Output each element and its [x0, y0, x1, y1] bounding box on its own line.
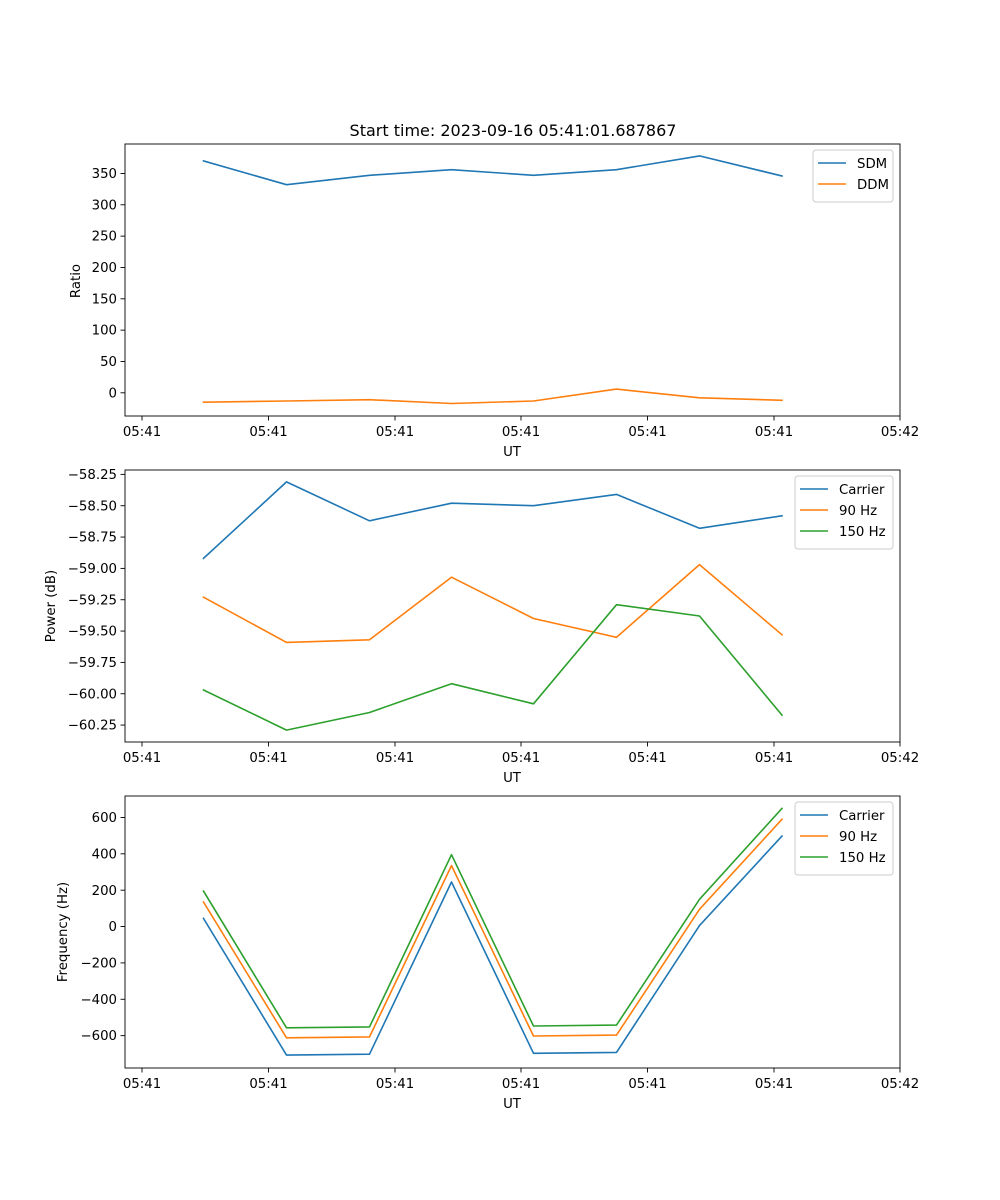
x-tick-label: 05:41 [249, 425, 287, 440]
y-axis-label: Frequency (Hz) [56, 882, 71, 982]
x-tick-label: 05:41 [628, 1077, 666, 1092]
legend-label: 90 Hz [839, 504, 877, 519]
x-axis-label: UT [503, 445, 522, 460]
y-tick-label: −58.50 [68, 499, 117, 514]
y-tick-label: 200 [92, 261, 117, 276]
y-tick-label: −59.25 [68, 593, 117, 608]
legend-label: 150 Hz [839, 525, 886, 540]
y-tick-label: −60.00 [68, 687, 117, 702]
chart-title: Start time: 2023-09-16 05:41:01.687867 [350, 121, 677, 140]
x-tick-label: 05:41 [123, 425, 161, 440]
legend-label: Carrier [839, 809, 885, 824]
x-tick-label: 05:42 [881, 1077, 919, 1092]
y-tick-label: 150 [92, 292, 117, 307]
x-tick-label: 05:42 [881, 425, 919, 440]
y-tick-label: −400 [80, 993, 117, 1008]
legend-label: 150 Hz [839, 851, 886, 866]
x-tick-label: 05:41 [502, 425, 540, 440]
y-tick-label: −59.50 [68, 625, 117, 640]
series-line-carrier [202, 481, 783, 560]
y-tick-label: −59.00 [68, 562, 117, 577]
x-tick-label: 05:42 [881, 751, 919, 766]
legend-label: SDM [857, 157, 887, 172]
x-tick-label: 05:41 [376, 425, 414, 440]
y-tick-label: 100 [92, 324, 117, 339]
y-tick-label: 200 [92, 884, 117, 899]
x-tick-label: 05:41 [755, 425, 793, 440]
y-tick-label: 300 [92, 198, 117, 213]
y-tick-label: −58.75 [68, 531, 117, 546]
x-tick-label: 05:41 [123, 1077, 161, 1092]
legend-label: Carrier [839, 483, 885, 498]
y-tick-label: −200 [80, 957, 117, 972]
y-tick-label: −600 [80, 1029, 117, 1044]
y-tick-label: 50 [100, 355, 117, 370]
series-line-90-hz [202, 818, 784, 1039]
y-tick-label: 600 [92, 811, 117, 826]
x-tick-label: 05:41 [249, 1077, 287, 1092]
series-line-90-hz [202, 563, 784, 644]
x-tick-label: 05:41 [376, 1077, 414, 1092]
y-tick-label: 0 [109, 920, 117, 935]
x-tick-label: 05:41 [755, 1077, 793, 1092]
x-axis-label: UT [503, 1097, 522, 1112]
y-tick-label: 350 [92, 167, 117, 182]
x-tick-label: 05:41 [376, 751, 414, 766]
x-axis-label: UT [503, 771, 522, 786]
series-line-ddm [202, 388, 783, 405]
frequency-panel: UT Frequency (Hz) 05:41 05:41 05:41 05:41 05… [56, 795, 919, 1112]
x-tick-label: 05:41 [628, 425, 666, 440]
legend-label: DDM [857, 178, 889, 193]
y-tick-label: −58.25 [68, 468, 117, 483]
x-tick-label: 05:41 [123, 751, 161, 766]
series-line-150-hz [202, 807, 784, 1029]
x-tick-label: 05:41 [249, 751, 287, 766]
y-tick-label: −59.75 [68, 656, 117, 671]
y-tick-label: −60.25 [68, 719, 117, 734]
x-tick-label: 05:41 [502, 751, 540, 766]
x-tick-label: 05:41 [755, 751, 793, 766]
series-line-150-hz [202, 603, 784, 731]
power-panel: UT Power (dB) 05:41 05:41 05:41 05:41 05:41 0… [44, 468, 919, 786]
y-axis-label: Power (dB) [44, 570, 59, 642]
axes-frame [124, 143, 901, 417]
y-tick-label: 250 [92, 230, 117, 245]
series-line-sdm [202, 155, 783, 186]
axes-frame [124, 795, 901, 1069]
ratio-panel: UT Ratio 05:41 05:41 05:41 05:41 05:41 05:41 0… [69, 143, 919, 460]
x-tick-label: 05:41 [502, 1077, 540, 1092]
legend-label: 90 Hz [839, 830, 877, 845]
y-tick-label: 400 [92, 847, 117, 862]
x-tick-label: 05:41 [628, 751, 666, 766]
y-tick-label: 0 [109, 386, 117, 401]
axes-frame [124, 469, 901, 743]
series-line-carrier [202, 834, 784, 1056]
y-axis-label: Ratio [69, 264, 84, 298]
